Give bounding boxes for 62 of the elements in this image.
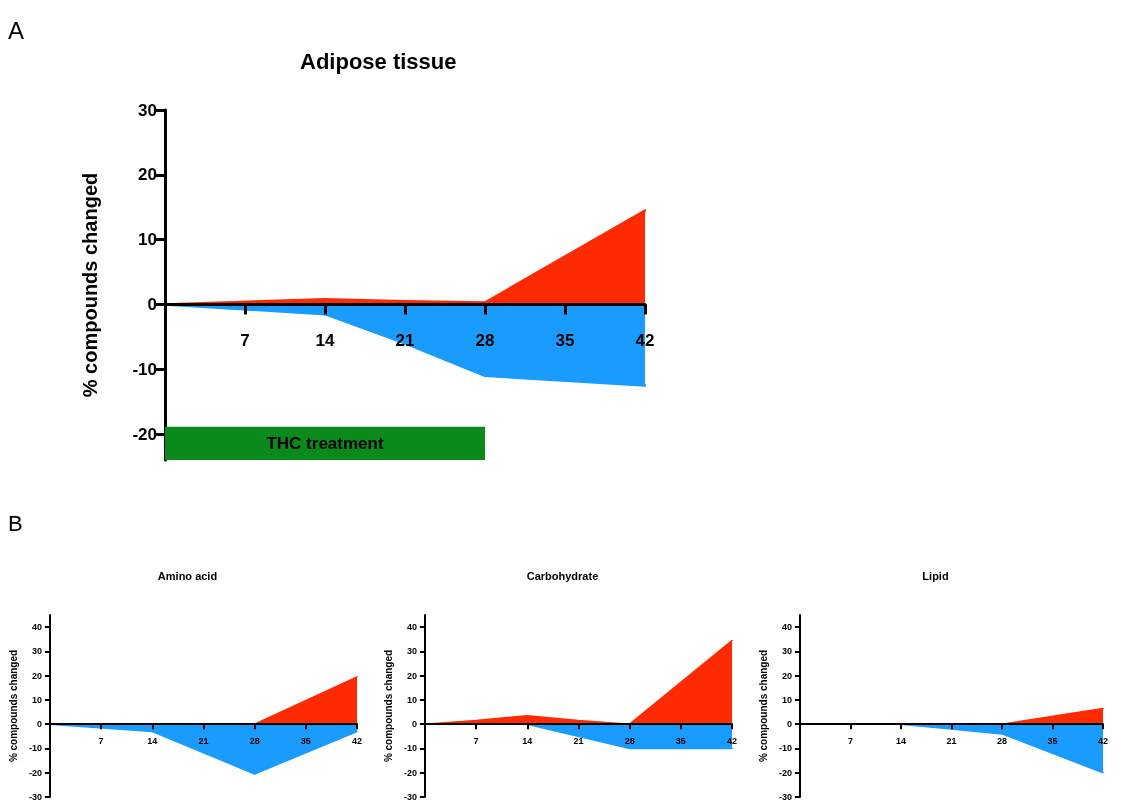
x-tick-label: 21 xyxy=(573,735,584,746)
text: B xyxy=(8,510,23,536)
x-tick-label: 7 xyxy=(473,735,479,746)
y-tick-label: -30 xyxy=(28,792,42,802)
y-tick-label: 20 xyxy=(406,670,417,681)
y-tick-label: 20 xyxy=(31,670,42,681)
x-tick-label: 21 xyxy=(198,735,209,746)
y-tick-label: 30 xyxy=(781,646,792,657)
y-tick-label: -10 xyxy=(403,743,417,754)
y-tick-label: -20 xyxy=(403,767,417,778)
y-tick-label: 0 xyxy=(411,719,417,730)
y-axis-title: % compounds changed xyxy=(7,649,19,763)
y-tick-label: -10 xyxy=(132,359,157,379)
x-tick-label: 7 xyxy=(240,331,250,351)
y-tick-label: -20 xyxy=(28,767,42,778)
x-tick-label: 21 xyxy=(946,735,957,746)
y-tick-label: 20 xyxy=(138,165,157,185)
x-tick-label: 7 xyxy=(98,735,104,746)
x-tick-label: 28 xyxy=(249,735,260,746)
y-tick-label: -30 xyxy=(778,792,792,802)
x-tick-label: 35 xyxy=(1047,735,1058,746)
y-tick-label: -20 xyxy=(132,424,157,444)
y-tick-label: 10 xyxy=(31,694,42,705)
x-tick-label: 14 xyxy=(522,735,533,746)
y-tick-label: 40 xyxy=(31,622,42,633)
x-tick-label: 14 xyxy=(315,331,335,351)
chart-title: Adipose tissue xyxy=(300,48,457,74)
x-tick-label: 42 xyxy=(726,735,738,746)
y-tick-label: 30 xyxy=(31,646,42,657)
x-tick-label: 28 xyxy=(475,331,495,351)
x-tick-label: 35 xyxy=(555,331,575,351)
x-tick-label: 35 xyxy=(675,735,686,746)
y-tick-label: -10 xyxy=(28,743,42,754)
y-tick-label: 10 xyxy=(781,694,792,705)
y-tick-label: 0 xyxy=(36,719,42,730)
x-tick-label: 14 xyxy=(895,735,906,746)
y-tick-label: -20 xyxy=(778,767,792,778)
y-tick-label: 30 xyxy=(406,646,417,657)
x-tick-label: 28 xyxy=(996,735,1007,746)
x-tick-label: 42 xyxy=(351,735,363,746)
y-axis-title: % compounds changed xyxy=(757,649,769,763)
y-tick-label: 30 xyxy=(138,100,157,120)
chart-title: Amino acid xyxy=(157,569,218,582)
chart-title: Carbohydrate xyxy=(526,569,599,582)
y-axis-title: % compounds changed xyxy=(382,649,394,763)
x-tick-label: 35 xyxy=(300,735,311,746)
x-tick-label: 28 xyxy=(624,735,635,746)
y-tick-label: 10 xyxy=(406,694,417,705)
text: A xyxy=(8,16,25,44)
y-tick-label: 40 xyxy=(781,622,792,633)
y-tick-label: 40 xyxy=(406,622,417,633)
y-tick-label: 10 xyxy=(138,230,157,250)
y-tick-label: 0 xyxy=(786,719,792,730)
x-tick-label: 42 xyxy=(1097,735,1109,746)
y-tick-label: -30 xyxy=(403,792,417,802)
chart-title: Lipid xyxy=(922,569,949,582)
y-axis-title: % compounds changed xyxy=(79,172,101,398)
x-tick-label: 7 xyxy=(847,735,853,746)
x-tick-label: 14 xyxy=(147,735,158,746)
y-tick-label: 20 xyxy=(781,670,792,681)
band-label: THC treatment xyxy=(266,433,384,453)
y-tick-label: -10 xyxy=(778,743,792,754)
